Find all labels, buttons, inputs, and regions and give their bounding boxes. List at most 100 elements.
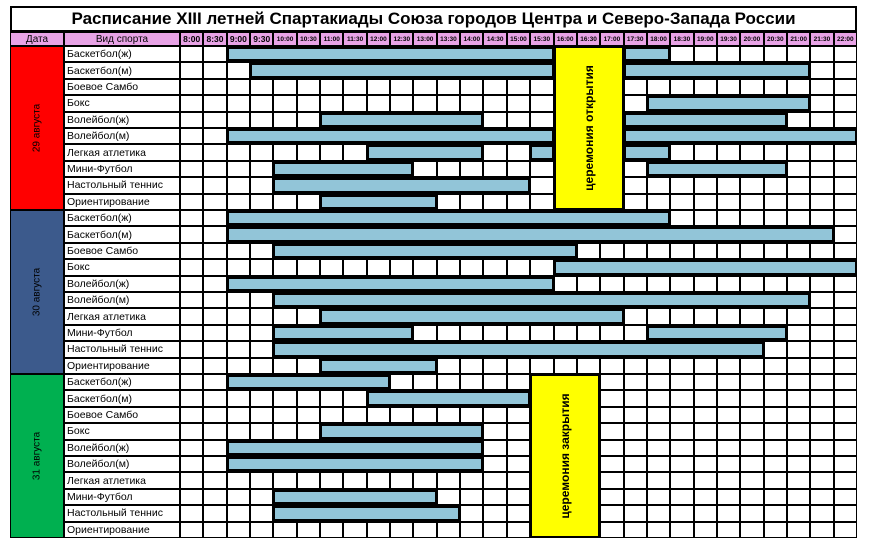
grid-cell — [786, 46, 811, 63]
grid-cell — [670, 242, 694, 260]
grid-cell — [180, 193, 204, 210]
grid-cell — [833, 78, 857, 96]
sport-name: Ориентирование — [64, 521, 180, 538]
grid-cell — [320, 259, 344, 276]
grid-cell — [506, 144, 531, 161]
schedule-title: Расписание XIII летней Спартакиады Союза… — [10, 6, 857, 32]
grid-cell — [436, 259, 461, 276]
grid-cell — [833, 521, 857, 538]
grid-cell — [786, 111, 811, 128]
grid-cell — [203, 488, 227, 506]
grid-cell — [530, 111, 554, 128]
grid-cell — [786, 472, 811, 489]
grid-cell — [483, 111, 507, 128]
date-column-header: Дата — [10, 32, 64, 46]
grid-cell — [833, 308, 857, 325]
grid-cell — [530, 78, 554, 96]
grid-cell — [390, 374, 414, 391]
time-header: 14:30 — [483, 32, 507, 46]
grid-cell — [833, 160, 857, 178]
sport-name: Волейбол(ж) — [64, 439, 180, 456]
time-header: 9:00 — [226, 32, 251, 46]
grid-cell — [483, 144, 507, 161]
grid-cell — [483, 423, 507, 440]
grid-cell — [506, 423, 531, 440]
grid-cell — [203, 177, 227, 194]
sport-name: Настольный теннис — [64, 177, 180, 194]
grid-cell — [180, 406, 204, 424]
grid-cell — [693, 144, 717, 161]
grid-cell — [203, 505, 227, 522]
grid-cell — [763, 210, 787, 227]
grid-cell — [833, 275, 857, 292]
grid-cell — [763, 488, 787, 506]
grid-cell — [763, 242, 787, 260]
grid-cell — [180, 242, 204, 260]
grid-cell — [833, 193, 857, 210]
sport-name: Волейбол(м) — [64, 128, 180, 145]
grid-cell — [740, 472, 764, 489]
grid-cell — [740, 46, 764, 63]
sport-name: Баскетбол(м) — [64, 390, 180, 407]
grid-cell — [833, 341, 857, 358]
grid-cell — [506, 111, 531, 128]
grid-cell — [693, 193, 717, 210]
grid-cell — [296, 472, 321, 489]
grid-cell — [623, 505, 647, 522]
grid-cell — [670, 390, 694, 407]
grid-cell — [483, 521, 507, 538]
grid-cell — [390, 521, 414, 538]
grid-cell — [716, 357, 741, 374]
grid-cell — [740, 78, 764, 96]
grid-cell — [530, 324, 554, 342]
grid-cell — [226, 357, 251, 374]
grid-cell — [833, 488, 857, 506]
grid-cell — [810, 423, 834, 440]
grid-cell — [413, 324, 437, 342]
grid-cell — [740, 505, 764, 522]
grid-cell — [226, 95, 251, 112]
grid-cell — [576, 275, 601, 292]
grid-cell — [226, 242, 251, 260]
sport-name: Ориентирование — [64, 357, 180, 374]
grid-cell — [740, 193, 764, 210]
grid-cell — [810, 144, 834, 161]
grid-cell — [320, 406, 344, 424]
grid-cell — [810, 324, 834, 342]
grid-cell — [483, 472, 507, 489]
event-bar — [623, 112, 787, 127]
grid-cell — [623, 374, 647, 391]
grid-cell — [716, 308, 741, 325]
grid-cell — [506, 505, 531, 522]
grid-cell — [810, 210, 834, 227]
grid-cell — [623, 406, 647, 424]
grid-cell — [716, 210, 741, 227]
grid-cell — [646, 275, 671, 292]
grid-cell — [436, 95, 461, 112]
event-bar — [646, 161, 787, 177]
grid-cell — [670, 439, 694, 456]
grid-cell — [693, 390, 717, 407]
sport-name: Баскетбол(ж) — [64, 46, 180, 63]
event-bar — [320, 309, 624, 324]
grid-cell — [623, 95, 647, 112]
grid-cell — [250, 242, 274, 260]
grid-cell — [693, 210, 717, 227]
grid-cell — [506, 472, 531, 489]
grid-cell — [810, 177, 834, 194]
grid-cell — [530, 95, 554, 112]
grid-cell — [786, 406, 811, 424]
day-label: 30 августа — [31, 267, 43, 317]
grid-cell — [483, 406, 507, 424]
event-bar — [250, 63, 554, 78]
grid-cell — [250, 423, 274, 440]
event-bar — [320, 358, 437, 373]
grid-cell — [786, 341, 811, 358]
grid-cell — [436, 488, 461, 506]
grid-cell — [810, 308, 834, 325]
time-header: 11:30 — [343, 32, 367, 46]
grid-cell — [810, 472, 834, 489]
grid-cell — [250, 357, 274, 374]
grid-cell — [670, 193, 694, 210]
grid-cell — [693, 78, 717, 96]
